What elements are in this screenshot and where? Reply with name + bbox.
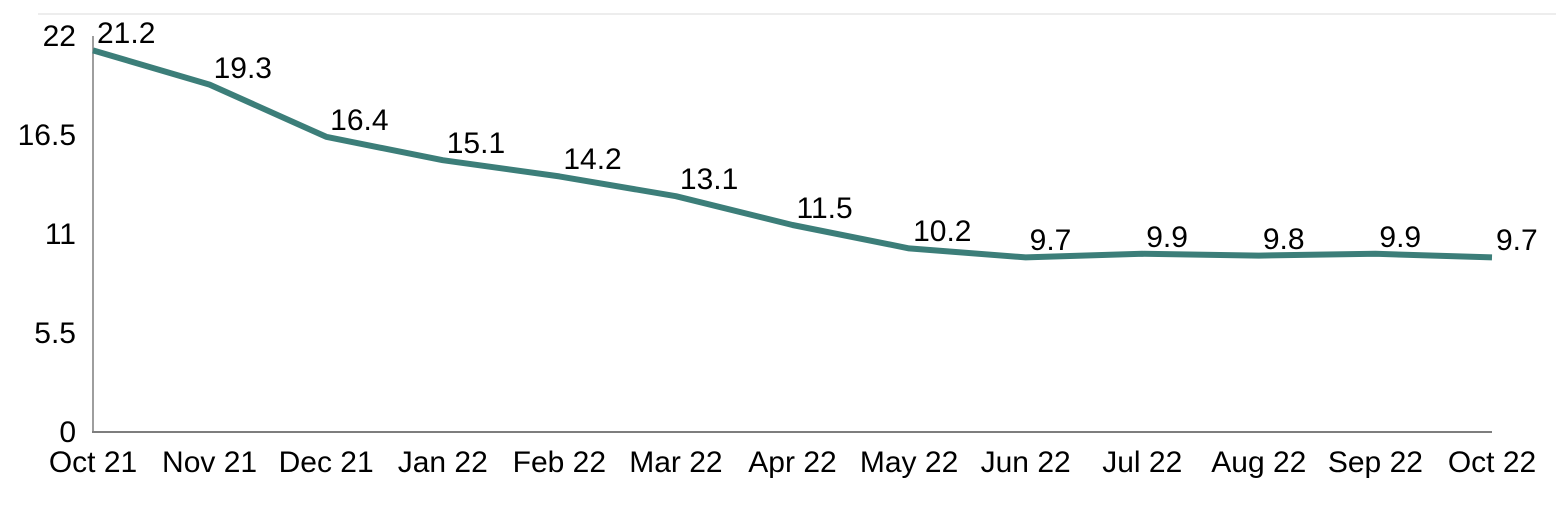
data-point-label: 10.2 (913, 215, 972, 249)
x-category-label: Mar 22 (629, 446, 723, 479)
data-point-label: 9.7 (1496, 224, 1538, 258)
x-category-label: May 22 (859, 446, 959, 479)
data-point-label: 9.7 (1029, 224, 1072, 258)
x-category-label: Apr 22 (748, 446, 837, 479)
y-tick-label: 16.5 (17, 119, 76, 152)
x-category-label: Jun 22 (980, 446, 1071, 479)
y-tick-label: 22 (42, 20, 76, 53)
data-point-label: 19.3 (213, 51, 272, 85)
data-point-label: 14.2 (563, 143, 622, 177)
data-point-label: 13.1 (679, 163, 739, 197)
x-category-label: Jul 22 (1102, 446, 1183, 479)
x-category-label: Jan 22 (397, 446, 488, 479)
x-category-label: Oct 22 (1447, 446, 1537, 479)
data-point-label: 11.5 (796, 192, 853, 225)
x-category-label: Dec 21 (278, 446, 374, 479)
y-tick-label: 0 (59, 416, 76, 449)
data-point-label: 9.9 (1379, 220, 1422, 254)
data-point-label: 21.2 (97, 17, 156, 51)
x-category-label: Nov 21 (162, 446, 258, 479)
x-category-label: Sep 22 (1327, 446, 1423, 479)
y-tick-label: 11 (44, 218, 76, 251)
x-category-label: Feb 22 (512, 446, 607, 479)
data-point-label: 16.4 (330, 103, 389, 137)
x-category-label: Aug 22 (1211, 446, 1307, 479)
y-tick-label: 5.5 (34, 317, 76, 350)
data-point-label: 9.8 (1262, 222, 1305, 256)
x-category-label: Oct 21 (48, 446, 138, 479)
data-point-label: 9.9 (1146, 220, 1188, 254)
data-point-label: 15.1 (446, 127, 506, 161)
series-line (92, 47, 1493, 261)
